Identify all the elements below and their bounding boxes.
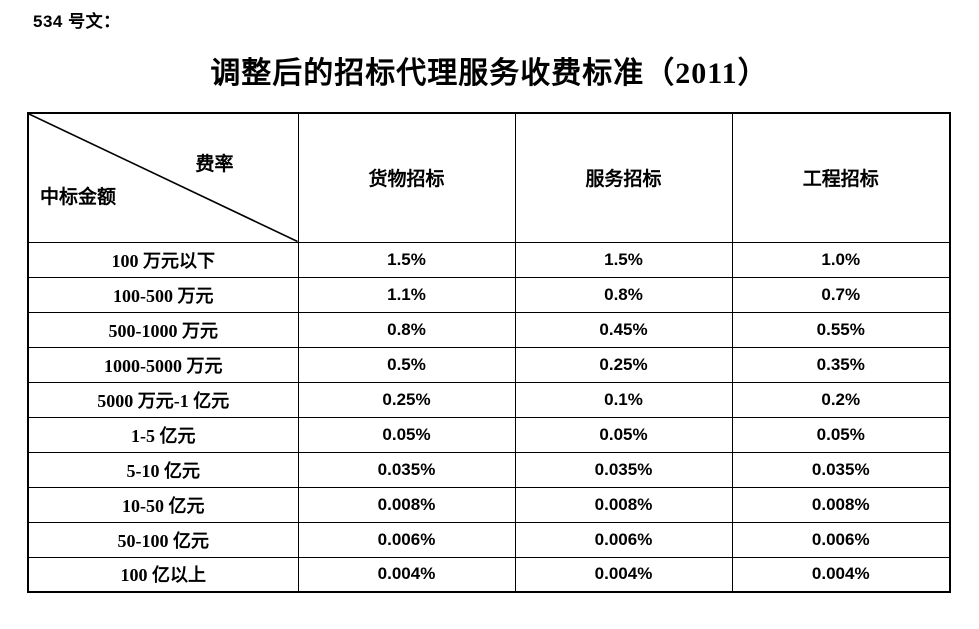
amount-cell: 5-10 亿元: [27, 451, 299, 488]
rate-cell: 0.004%: [514, 556, 733, 593]
amount-cell: 5000 万元-1 亿元: [27, 381, 299, 418]
rate-cell: 0.006%: [731, 521, 951, 558]
rate-cell: 0.25%: [514, 346, 733, 383]
table-row: 100 亿以上 0.004% 0.004% 0.004%: [27, 556, 951, 593]
rate-cell: 0.55%: [731, 311, 951, 348]
rate-cell: 0.004%: [731, 556, 951, 593]
rate-cell: 0.006%: [297, 521, 516, 558]
table-row: 5-10 亿元 0.035% 0.035% 0.035%: [27, 451, 951, 488]
column-header-service-bidding: 服务招标: [514, 112, 733, 243]
rate-cell: 0.35%: [731, 346, 951, 383]
column-header-goods-bidding: 货物招标: [297, 112, 516, 243]
rate-cell: 0.5%: [297, 346, 516, 383]
rate-cell: 1.5%: [297, 241, 516, 278]
doc-number-label: 534 号文：: [33, 12, 121, 31]
amount-cell: 100 亿以上: [27, 556, 299, 593]
rate-cell: 0.25%: [297, 381, 516, 418]
amount-cell: 100 万元以下: [27, 241, 299, 278]
rate-cell: 0.004%: [297, 556, 516, 593]
rate-cell: 1.5%: [514, 241, 733, 278]
rate-cell: 0.008%: [297, 486, 516, 523]
rate-cell: 0.45%: [514, 311, 733, 348]
corner-label-fee-rate: 费率: [195, 154, 234, 175]
corner-label-bid-amount: 中标金额: [40, 186, 117, 208]
rate-cell: 0.05%: [297, 416, 516, 453]
rate-cell: 0.05%: [731, 416, 951, 453]
rate-cell: 1.1%: [297, 276, 516, 313]
rate-cell: 0.035%: [297, 451, 516, 488]
rate-cell: 0.035%: [514, 451, 733, 488]
rate-cell: 1.0%: [731, 241, 951, 278]
table-header-row: 费率 中标金额 货物招标 服务招标 工程招标: [27, 112, 951, 243]
rate-cell: 0.2%: [731, 381, 951, 418]
amount-cell: 100-500 万元: [27, 276, 299, 313]
corner-header-cell: 费率 中标金额: [27, 112, 299, 243]
rate-cell: 0.008%: [731, 486, 951, 523]
rate-cell: 0.8%: [297, 311, 516, 348]
table-row: 500-1000 万元 0.8% 0.45% 0.55%: [27, 311, 951, 348]
column-header-engineering-bidding: 工程招标: [731, 112, 951, 243]
amount-cell: 10-50 亿元: [27, 486, 299, 523]
rate-cell: 0.008%: [514, 486, 733, 523]
amount-cell: 50-100 亿元: [27, 521, 299, 558]
table-row: 1-5 亿元 0.05% 0.05% 0.05%: [27, 416, 951, 453]
rate-cell: 0.1%: [514, 381, 733, 418]
table-row: 100 万元以下 1.5% 1.5% 1.0%: [27, 241, 951, 278]
amount-cell: 1-5 亿元: [27, 416, 299, 453]
table-row: 10-50 亿元 0.008% 0.008% 0.008%: [27, 486, 951, 523]
fee-rate-table: 费率 中标金额 货物招标 服务招标 工程招标 100 万元以下 1.5% 1.5…: [27, 112, 951, 593]
diagonal-divider-line: [29, 114, 298, 242]
amount-cell: 1000-5000 万元: [27, 346, 299, 383]
rate-cell: 0.7%: [731, 276, 951, 313]
rate-cell: 0.035%: [731, 451, 951, 488]
page-title: 调整后的招标代理服务收费标准（2011）: [210, 57, 769, 90]
rate-cell: 0.05%: [514, 416, 733, 453]
table-row: 50-100 亿元 0.006% 0.006% 0.006%: [27, 521, 951, 558]
table-row: 5000 万元-1 亿元 0.25% 0.1% 0.2%: [27, 381, 951, 418]
table-row: 1000-5000 万元 0.5% 0.25% 0.35%: [27, 346, 951, 383]
rate-cell: 0.8%: [514, 276, 733, 313]
rate-cell: 0.006%: [514, 521, 733, 558]
table-row: 100-500 万元 1.1% 0.8% 0.7%: [27, 276, 951, 313]
amount-cell: 500-1000 万元: [27, 311, 299, 348]
